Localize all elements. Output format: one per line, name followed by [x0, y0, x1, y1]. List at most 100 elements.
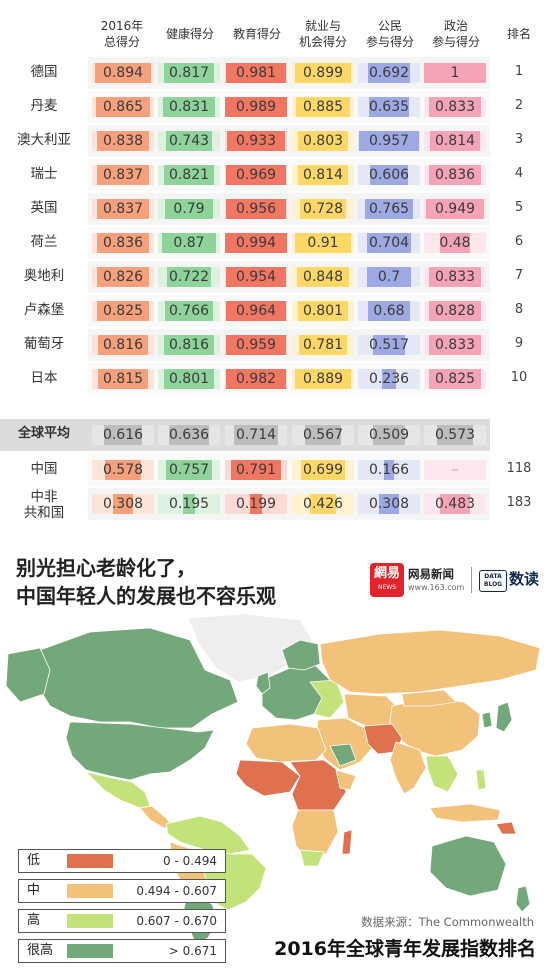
header-overall: 2016年 总得分 [100, 19, 144, 49]
score-cell-overall: 0.838 [92, 131, 154, 151]
score-cell-health: 0.722 [158, 267, 220, 287]
score-cell-overall: 0.837 [92, 165, 154, 185]
score-value: 1 [450, 65, 460, 81]
score-value: 0.815 [102, 371, 144, 387]
score-bar [97, 369, 149, 389]
map-west-africa [235, 759, 301, 797]
score-bar [163, 335, 215, 355]
score-cell-education: 0.954 [225, 267, 287, 287]
score-value: 0.957 [368, 133, 410, 149]
datablog-text: DATA BLOG [483, 573, 503, 588]
score-value: 0.308 [368, 496, 410, 512]
score-value: 0.195 [168, 496, 210, 512]
score-bar [97, 199, 149, 219]
score-bar [297, 165, 349, 185]
score-cell-education: 0.969 [225, 165, 287, 185]
score-cell-employment: 0.781 [292, 335, 354, 355]
table-row-bg [88, 329, 490, 361]
score-value: 0.848 [302, 269, 344, 285]
rank-value: 4 [514, 166, 524, 181]
header-civic: 公民 参与得分 [365, 19, 414, 49]
score-value: 0.894 [102, 65, 144, 81]
score-bar [301, 460, 345, 480]
score-bar [367, 233, 411, 253]
score-cell-education: 0.981 [225, 63, 287, 83]
brand-url: www.163.com [408, 583, 465, 592]
country-name: 日本 [30, 370, 58, 386]
score-value: 0.949 [434, 201, 476, 217]
score-value: 0.91 [307, 235, 339, 251]
score-bar [429, 369, 481, 389]
legend-label: 中 [27, 883, 41, 898]
map-scandinavia [281, 639, 321, 671]
map-arabia-green [329, 743, 357, 767]
table-row-bg [88, 159, 490, 191]
score-bar [425, 199, 485, 219]
score-cell-civic: 0.308 [358, 494, 420, 514]
brand-name: 网易新闻 [408, 567, 454, 581]
score-cell-overall: 0.578 [92, 460, 154, 480]
map-canada [34, 627, 239, 729]
rank-value: 6 [514, 234, 524, 249]
score-cell-political: 0.828 [424, 301, 486, 321]
table-row-bg [88, 57, 490, 89]
score-value: 0.969 [235, 167, 277, 183]
score-bar [97, 131, 149, 151]
score-bar [226, 199, 286, 219]
score-bar [367, 301, 411, 321]
headline-line-1: 别光担心老龄化了， [16, 556, 196, 580]
score-cell-overall: 0.825 [92, 301, 154, 321]
score-cell-overall: 0.837 [92, 199, 154, 219]
map-greenland [187, 613, 313, 683]
score-cell-overall: 0.894 [92, 63, 154, 83]
rank-value: 7 [514, 268, 524, 283]
rank-value: 183 [506, 495, 532, 510]
score-cell-civic: 0.166 [358, 460, 420, 480]
map-png [495, 821, 517, 835]
score-bar [295, 369, 351, 389]
table-row-bg [88, 193, 490, 225]
score-bar [226, 267, 286, 287]
score-bar [225, 63, 287, 83]
score-bar [429, 335, 481, 355]
score-cell-overall: 0.815 [92, 369, 154, 389]
score-cell-employment: 0.899 [292, 63, 354, 83]
rank-value: 2 [514, 98, 524, 113]
score-value: 0.166 [368, 462, 410, 478]
score-value: 0.517 [368, 337, 410, 353]
rank-value: 8 [514, 302, 524, 317]
data-source: 数据来源：The Commonwealth [361, 915, 534, 929]
score-value: 0.956 [235, 201, 277, 217]
rank-value: 1 [514, 64, 524, 79]
score-cell-education: 0.199 [225, 494, 287, 514]
score-bar [225, 233, 287, 253]
score-value: – [451, 462, 459, 478]
score-value: 0.838 [102, 133, 144, 149]
score-value: 0.48 [439, 235, 471, 251]
country-name: 英国 [30, 200, 58, 216]
brand-divider [471, 567, 472, 593]
score-cell-education: 0.994 [225, 233, 287, 253]
table-row-bg [88, 125, 490, 157]
legend-swatch [67, 914, 113, 928]
score-cell-health: 0.816 [158, 335, 220, 355]
score-value: 0.816 [168, 337, 210, 353]
score-cell-civic: 0.68 [358, 301, 420, 321]
score-cell-employment: 0.728 [292, 199, 354, 219]
score-value: 0.837 [102, 201, 144, 217]
score-value: 0.68 [373, 303, 405, 319]
score-value: 0.831 [168, 99, 210, 115]
rank-value: 9 [514, 336, 524, 351]
rank-value: 10 [510, 370, 528, 385]
country-name: 葡萄牙 [23, 336, 65, 352]
score-bar [233, 425, 279, 445]
legend-item: 很高 > 0.671 [18, 939, 226, 963]
table-row-bg [88, 227, 490, 259]
score-cell-education: 0.956 [225, 199, 287, 219]
score-bar [226, 301, 286, 321]
legend-item: 低 0 - 0.494 [18, 849, 226, 873]
score-bar [429, 97, 481, 117]
score-value: 0.994 [235, 235, 277, 251]
header-health: 健康得分 [165, 27, 214, 41]
score-value: 0.833 [434, 337, 476, 353]
